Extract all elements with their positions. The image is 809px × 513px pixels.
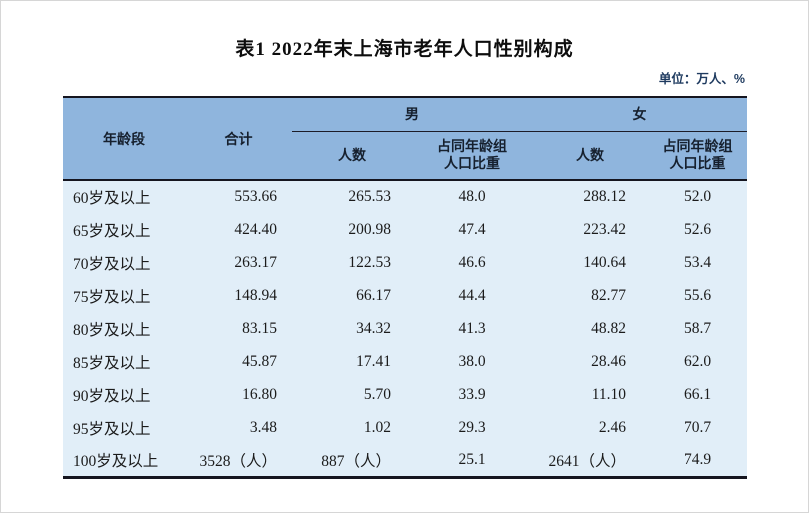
header-male-count: 人数 [292,131,412,181]
cell-female-count: 140.64 [532,246,648,279]
cell-male-share: 48.0 [412,180,532,213]
table-row: 90岁及以上 16.80 5.70 33.9 11.10 66.1 [63,378,747,411]
cell-total: 3.48 [185,411,292,444]
cell-total: 424.40 [185,213,292,246]
cell-male-share: 44.4 [412,279,532,312]
share-label-line2: 人口比重 [669,155,726,172]
cell-total: 553.66 [185,180,292,213]
cell-female-share: 74.9 [648,444,747,477]
cell-female-share: 66.1 [648,378,747,411]
cell-male-share: 29.3 [412,411,532,444]
cell-age-group: 85岁及以上 [63,345,185,378]
cell-male-count: 66.17 [292,279,412,312]
header-row-groups: 年龄段 合计 男 女 [63,97,747,181]
cell-male-share: 25.1 [412,444,532,477]
cell-total: 263.17 [185,246,292,279]
cell-total: 83.15 [185,312,292,345]
table-row: 95岁及以上 3.48 1.02 29.3 2.46 70.7 [63,411,747,444]
cell-male-count: 34.32 [292,312,412,345]
cell-male-count: 265.53 [292,180,412,213]
cell-male-share: 38.0 [412,345,532,378]
cell-female-share: 53.4 [648,246,747,279]
table-row: 65岁及以上 424.40 200.98 47.4 223.42 52.6 [63,213,747,246]
cell-total: 45.87 [185,345,292,378]
table-row: 60岁及以上 553.66 265.53 48.0 288.12 52.0 [63,180,747,213]
cell-female-share: 52.0 [648,180,747,213]
cell-female-count: 288.12 [532,180,648,213]
header-male-share: 占同年龄组 人口比重 [412,131,532,181]
cell-male-count: 5.70 [292,378,412,411]
cell-age-group: 60岁及以上 [63,180,185,213]
cell-female-share: 70.7 [648,411,747,444]
cell-age-group: 95岁及以上 [63,411,185,444]
population-table: 年龄段 合计 男 女 人数 占同年龄组 人口比重 人数 占同年龄组 人口比重 [63,96,747,479]
header-female-share: 占同年龄组 人口比重 [648,131,747,181]
cell-male-count: 887（人） [292,444,412,477]
header-total: 合计 [185,97,292,181]
cell-male-share: 33.9 [412,378,532,411]
cell-female-count: 223.42 [532,213,648,246]
cell-age-group: 80岁及以上 [63,312,185,345]
cell-male-share: 47.4 [412,213,532,246]
unit-note: 单位：万人、% [658,72,745,86]
cell-total: 148.94 [185,279,292,312]
cell-male-count: 1.02 [292,411,412,444]
cell-female-count: 48.82 [532,312,648,345]
header-female-group: 女 [532,97,747,132]
header-age-group: 年龄段 [63,97,185,181]
cell-female-share: 52.6 [648,213,747,246]
cell-female-share: 58.7 [648,312,747,345]
header-female-count: 人数 [532,131,648,181]
cell-male-share: 41.3 [412,312,532,345]
cell-female-count: 11.10 [532,378,648,411]
cell-male-count: 200.98 [292,213,412,246]
cell-total: 16.80 [185,378,292,411]
cell-female-count: 82.77 [532,279,648,312]
cell-age-group: 70岁及以上 [63,246,185,279]
cell-female-share: 55.6 [648,279,747,312]
table-row: 80岁及以上 83.15 34.32 41.3 48.82 58.7 [63,312,747,345]
cell-age-group: 75岁及以上 [63,279,185,312]
cell-female-share: 62.0 [648,345,747,378]
cell-age-group: 90岁及以上 [63,378,185,411]
share-label-line1: 占同年龄组 [437,138,507,155]
cell-female-count: 2.46 [532,411,648,444]
table-container: 年龄段 合计 男 女 人数 占同年龄组 人口比重 人数 占同年龄组 人口比重 [63,96,747,479]
cell-female-count: 28.46 [532,345,648,378]
cell-female-count: 2641（人） [532,444,648,477]
cell-age-group: 100岁及以上 [63,444,185,477]
header-row-sub: 人数 占同年龄组 人口比重 人数 占同年龄组 人口比重 [63,131,747,181]
table-header: 年龄段 合计 男 女 人数 占同年龄组 人口比重 人数 占同年龄组 人口比重 [63,97,747,181]
share-label-line2: 人口比重 [444,155,500,172]
table-row: 70岁及以上 263.17 122.53 46.6 140.64 53.4 [63,246,747,279]
page-title: 表1 2022年末上海市老年人口性别构成 [235,39,574,60]
header-male-group: 男 [292,97,532,132]
cell-male-count: 17.41 [292,345,412,378]
table-body: 60岁及以上 553.66 265.53 48.0 288.12 52.0 65岁及以上 42… [63,180,747,477]
table-row: 100岁及以上 3528（人） 887（人） 25.1 2641（人） 74.9 [63,444,747,477]
share-label-line1: 占同年龄组 [662,138,733,155]
cell-male-share: 46.6 [412,246,532,279]
table-row: 85岁及以上 45.87 17.41 38.0 28.46 62.0 [63,345,747,378]
cell-age-group: 65岁及以上 [63,213,185,246]
cell-male-count: 122.53 [292,246,412,279]
cell-total: 3528（人） [185,444,292,477]
table-row: 75岁及以上 148.94 66.17 44.4 82.77 55.6 [63,279,747,312]
